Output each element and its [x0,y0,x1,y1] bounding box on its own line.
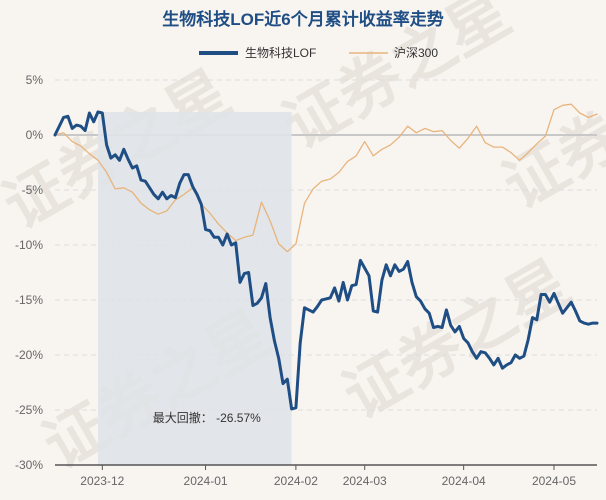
y-tick-label: -10% [15,238,43,252]
y-tick-label: -15% [15,293,43,307]
y-tick-label: -30% [15,458,43,472]
series-line-fund [53,110,599,411]
series-layer [53,103,599,411]
legend-label-benchmark: 沪深300 [394,46,438,60]
y-tick-label: -20% [15,348,43,362]
x-tick-label: 2024-03 [343,474,387,488]
axes-layer: 2023-12 2024-01 2024-02 2024-03 2024-04 2024-… [55,464,597,488]
x-tick-label: 2023-12 [80,474,124,488]
max-drawdown-label: 最大回撤： -26.57% [153,410,261,425]
max-drawdown-area [98,111,292,466]
y-tick-label: -5% [22,183,44,197]
legend-label-fund: 生物科技LOF [245,46,316,60]
chart-title: 生物科技LOF近6个月累计收益率走势 [162,9,443,29]
drawdown-area-group [98,111,292,466]
y-tick-label: 0% [26,128,44,142]
x-tick-label: 2024-01 [184,474,228,488]
x-tick-label: 2024-04 [442,474,486,488]
x-tick-label: 2024-02 [274,474,318,488]
watermark-text: 证券之星 [493,38,606,222]
legend: 生物科技LOF 沪深300 [199,46,438,60]
y-tick-label: 5% [26,73,44,87]
x-tick-label: 2024-05 [532,474,576,488]
annotation-layer: 最大回撤： -26.57% [153,410,261,425]
y-tick-label: -25% [15,403,43,417]
series-line-benchmark [54,103,598,253]
